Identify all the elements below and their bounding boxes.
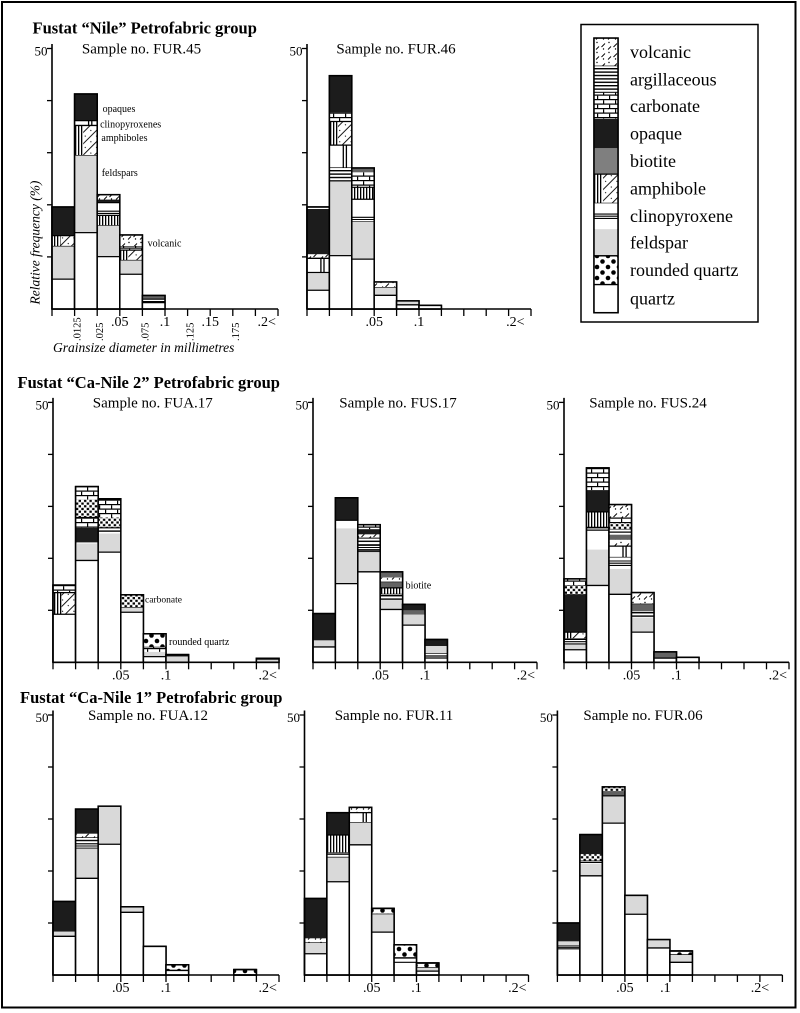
svg-text:opaque: opaque <box>630 124 682 144</box>
svg-text:.2<: .2< <box>258 981 277 996</box>
svg-text:feldspar: feldspar <box>630 233 688 253</box>
svg-text:amphibole: amphibole <box>630 179 706 199</box>
svg-text:.025: .025 <box>95 323 106 341</box>
svg-text:50: 50 <box>290 44 303 59</box>
svg-text:50: 50 <box>296 397 309 412</box>
svg-text:.2<: .2< <box>769 668 788 683</box>
svg-text:.05: .05 <box>365 315 383 330</box>
svg-text:Sample no. FUS.24: Sample no. FUS.24 <box>589 395 707 411</box>
svg-text:.1: .1 <box>414 315 425 330</box>
svg-text:Sample no. FUA.17: Sample no. FUA.17 <box>93 395 214 411</box>
svg-text:argillaceous: argillaceous <box>630 70 717 90</box>
svg-text:rounded quartz: rounded quartz <box>630 260 738 280</box>
svg-text:Sample no. FUA.12: Sample no. FUA.12 <box>88 708 208 724</box>
svg-text:Grainsize diameter in millimet: Grainsize diameter in millimetres <box>53 340 234 355</box>
svg-text:.2<: .2< <box>506 315 525 330</box>
svg-text:Sample no. FUS.17: Sample no. FUS.17 <box>339 395 457 411</box>
svg-text:.2<: .2< <box>508 981 527 996</box>
svg-text:opaques: opaques <box>103 104 136 115</box>
svg-text:clinopyroxene: clinopyroxene <box>630 206 733 226</box>
svg-text:.1: .1 <box>160 315 171 330</box>
svg-text:feldspars: feldspars <box>102 168 138 179</box>
svg-text:50: 50 <box>547 397 560 412</box>
svg-text:50: 50 <box>287 710 300 725</box>
svg-text:.1: .1 <box>660 981 671 996</box>
svg-text:biotite: biotite <box>630 151 676 171</box>
svg-text:50: 50 <box>540 710 553 725</box>
svg-text:quartz: quartz <box>630 289 675 309</box>
svg-text:biotite: biotite <box>406 581 432 592</box>
svg-text:.2<: .2< <box>751 981 770 996</box>
svg-text:.05: .05 <box>616 981 634 996</box>
svg-text:50: 50 <box>36 397 49 412</box>
svg-text:.05: .05 <box>623 668 641 683</box>
svg-text:.2<: .2< <box>258 668 277 683</box>
svg-text:.15: .15 <box>201 315 219 330</box>
svg-text:50: 50 <box>36 710 49 725</box>
svg-text:.125: .125 <box>186 323 197 341</box>
svg-text:amphiboles: amphiboles <box>101 133 147 144</box>
svg-text:.1: .1 <box>411 981 422 996</box>
svg-text:rounded quartz: rounded quartz <box>169 637 230 648</box>
svg-text:Sample no. FUR.11: Sample no. FUR.11 <box>335 708 454 724</box>
svg-text:.05: .05 <box>112 668 130 683</box>
svg-text:.2<: .2< <box>517 668 536 683</box>
svg-text:Sample no. FUR.06: Sample no. FUR.06 <box>583 708 703 724</box>
svg-text:.05: .05 <box>112 981 130 996</box>
svg-text:volcanic: volcanic <box>630 42 691 62</box>
svg-text:.175: .175 <box>231 323 242 341</box>
svg-text:Fustat “Nile” Petrofabric grou: Fustat “Nile” Petrofabric group <box>33 19 257 38</box>
svg-text:.2<: .2< <box>257 315 276 330</box>
svg-text:.0125: .0125 <box>73 317 84 341</box>
svg-text:50: 50 <box>35 44 48 59</box>
svg-text:.05: .05 <box>363 981 381 996</box>
svg-text:.1: .1 <box>161 981 172 996</box>
svg-text:Relative frequency (%): Relative frequency (%) <box>28 180 43 305</box>
svg-text:Sample no. FUR.45: Sample no. FUR.45 <box>82 42 201 58</box>
svg-text:Fustat “Ca-Nile 2” Petrofabric: Fustat “Ca-Nile 2” Petrofabric group <box>18 373 280 392</box>
svg-text:Fustat “Ca-Nile 1” Petrofabric: Fustat “Ca-Nile 1” Petrofabric group <box>20 688 282 707</box>
svg-text:.075: .075 <box>140 323 151 341</box>
svg-text:clinopyroxenes: clinopyroxenes <box>100 120 161 131</box>
svg-text:carbonate: carbonate <box>630 96 700 116</box>
svg-text:.05: .05 <box>371 668 389 683</box>
svg-text:carbonate: carbonate <box>145 595 182 605</box>
svg-text:.1: .1 <box>671 668 682 683</box>
svg-text:volcanic: volcanic <box>148 239 182 250</box>
svg-text:Sample no. FUR.46: Sample no. FUR.46 <box>336 42 456 58</box>
svg-text:.1: .1 <box>420 668 431 683</box>
svg-text:.1: .1 <box>161 668 172 683</box>
svg-text:.05: .05 <box>111 315 129 330</box>
